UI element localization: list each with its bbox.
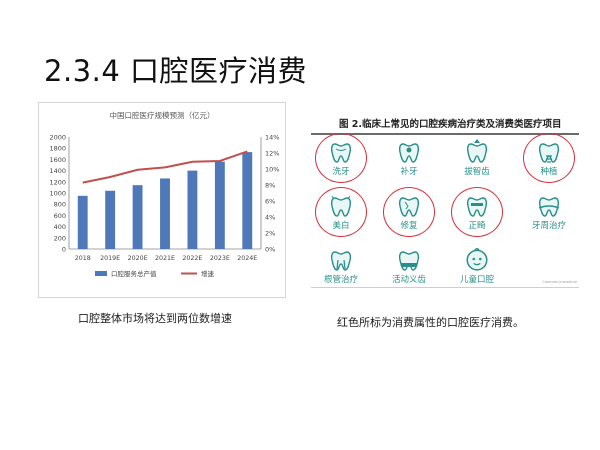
slide-title: 2.3.4 口腔医疗消费 bbox=[44, 54, 308, 88]
y-tick-label: 1800 bbox=[49, 145, 66, 153]
periodontal-tooth-icon bbox=[538, 197, 560, 217]
procedure-item: 牙周治疗 bbox=[519, 192, 579, 240]
root-canal-tooth-icon bbox=[330, 251, 352, 271]
procedure-item: 活动义齿 bbox=[379, 246, 439, 294]
y-tick-label: 1600 bbox=[49, 156, 66, 164]
y-tick-label: 1400 bbox=[49, 167, 66, 175]
x-tick-label: 2023E bbox=[210, 255, 230, 262]
y-tick-label: 200 bbox=[54, 234, 66, 242]
x-tick-label: 2021E bbox=[155, 255, 175, 262]
caption-left: 口腔整体市场将达到两位数增速 bbox=[78, 312, 232, 325]
y2-tick-label: 4% bbox=[265, 214, 275, 222]
y2-tick-label: 12% bbox=[265, 150, 279, 158]
y-tick-label: 800 bbox=[54, 201, 66, 209]
x-tick-label: 2020E bbox=[128, 255, 148, 262]
extraction-tooth-icon bbox=[466, 139, 488, 163]
caption-right: 红色所标为消费属性的口腔医疗消费。 bbox=[337, 316, 524, 329]
x-tick-label: 2022E bbox=[182, 255, 202, 262]
procedure-label: 牙周治疗 bbox=[531, 221, 566, 231]
bar bbox=[242, 152, 253, 249]
procedure-figure: 图 2.临床上常见的口腔疾病治疗类及消费类医疗项目 洗牙 补牙 拔智齿 种植 美白 修复正… bbox=[311, 112, 579, 290]
y2-tick-label: 0% bbox=[265, 246, 275, 254]
bar bbox=[77, 195, 88, 249]
x-tick-label: 2024E bbox=[237, 255, 257, 262]
y2-tick-label: 2% bbox=[265, 230, 275, 238]
y2-tick-label: 14% bbox=[265, 134, 279, 142]
highlight-ring bbox=[383, 187, 435, 237]
highlight-ring bbox=[315, 133, 367, 183]
procedure-label: 补牙 bbox=[400, 167, 418, 177]
procedure-item: 儿童口腔 bbox=[447, 246, 507, 294]
y-tick-label: 2000 bbox=[49, 134, 66, 142]
market-chart-panel: 中国口腔医疗规模预测（亿元） 2000 1800 1600 1400 1200 1000 80… bbox=[38, 102, 286, 298]
bar bbox=[105, 190, 116, 249]
figure-bottom-rule bbox=[311, 287, 579, 288]
legend-label-bars: 口腔服务总产值 bbox=[111, 269, 157, 278]
procedure-label: 拔智齿 bbox=[464, 167, 490, 177]
procedure-label: 活动义齿 bbox=[391, 275, 426, 285]
y-tick-label: 400 bbox=[54, 223, 66, 231]
legend-swatch-bars bbox=[95, 271, 107, 276]
y-tick-label: 600 bbox=[54, 212, 66, 220]
figure-title: 图 2.临床上常见的口腔疾病治疗类及消费类医疗项目 bbox=[339, 119, 562, 130]
child-face-icon bbox=[466, 248, 488, 271]
figure-top-rule bbox=[311, 133, 579, 135]
market-chart: 中国口腔医疗规模预测（亿元）20001800160014001200100080… bbox=[49, 110, 279, 278]
figure-credit: Common procedure bbox=[542, 280, 577, 284]
bar bbox=[214, 161, 225, 249]
procedure-item: 补牙 bbox=[379, 138, 439, 186]
y-tick-label: 1200 bbox=[49, 178, 66, 186]
filling-tooth-icon bbox=[398, 143, 420, 163]
bar bbox=[132, 185, 143, 249]
highlight-ring bbox=[315, 187, 367, 237]
legend-label-line: 增速 bbox=[201, 269, 215, 278]
bar bbox=[160, 178, 170, 249]
procedure-label: 儿童口腔 bbox=[459, 275, 494, 285]
denture-icon bbox=[398, 251, 420, 271]
bar bbox=[187, 170, 198, 249]
procedure-item: 根管治疗 bbox=[311, 246, 371, 294]
highlight-ring bbox=[451, 187, 503, 237]
procedure-item: 拔智齿 bbox=[447, 138, 507, 186]
chart-title: 中国口腔医疗规模预测（亿元） bbox=[110, 110, 215, 120]
y2-tick-label: 8% bbox=[265, 182, 275, 190]
y2-tick-label: 6% bbox=[265, 198, 275, 206]
highlight-ring bbox=[523, 133, 575, 183]
x-tick-label: 2019E bbox=[100, 255, 120, 262]
y-tick-label: 1000 bbox=[49, 190, 66, 198]
x-tick-label: 2018 bbox=[75, 255, 91, 262]
y-tick-label: 0 bbox=[62, 246, 66, 254]
procedure-label: 根管治疗 bbox=[323, 275, 358, 285]
y2-tick-label: 10% bbox=[265, 166, 279, 174]
